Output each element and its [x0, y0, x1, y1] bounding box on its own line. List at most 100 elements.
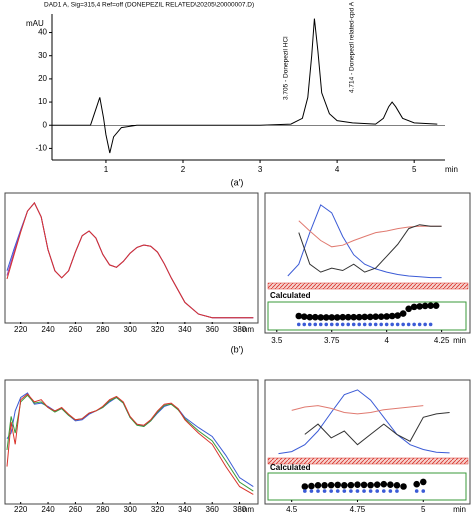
threshold-band [267, 457, 469, 465]
point [350, 313, 358, 321]
point [377, 313, 385, 321]
point [372, 313, 379, 321]
point [295, 312, 303, 320]
point [375, 489, 380, 493]
point [355, 489, 360, 493]
y-tick-label: 40 [38, 28, 47, 37]
x-tick-label: 5 [412, 165, 417, 174]
series-line [6, 394, 254, 492]
point [335, 322, 340, 327]
point [318, 322, 323, 327]
point [302, 322, 307, 327]
point [309, 489, 314, 493]
x-tick-label: 240 [41, 505, 55, 514]
series-line [6, 201, 254, 319]
x-tick-label: 380 [233, 325, 247, 334]
point [346, 322, 351, 327]
point [366, 313, 374, 321]
x-axis-label: nm [243, 505, 254, 514]
x-tick-label: 2 [181, 165, 186, 174]
x-tick-label: 360 [206, 325, 220, 334]
point [329, 489, 333, 493]
series-line [304, 412, 450, 446]
point [335, 489, 340, 493]
x-tick-label: 1 [104, 165, 109, 174]
point [311, 313, 319, 321]
point [303, 489, 307, 493]
point [394, 312, 401, 319]
point [381, 489, 386, 493]
x-tick-label: 340 [178, 505, 192, 514]
point [395, 489, 399, 493]
x-tick-label: 4.25 [434, 336, 450, 345]
series-line [6, 201, 254, 319]
point [432, 302, 440, 309]
purity-frame [264, 192, 471, 334]
x-tick-label: 260 [69, 505, 83, 514]
x-tick-label: 260 [69, 325, 83, 334]
point [341, 482, 348, 489]
x-tick-label: 4 [335, 165, 340, 174]
point [329, 322, 334, 327]
x-tick-label: 340 [178, 325, 192, 334]
point [400, 483, 407, 490]
point [317, 314, 325, 321]
point [373, 322, 378, 327]
series-line [291, 405, 424, 415]
point [373, 481, 381, 488]
y-axis-label: mAU [26, 19, 44, 28]
x-axis-label: nm [243, 325, 254, 334]
point [417, 322, 422, 327]
point [342, 489, 347, 493]
x-tick-label: 300 [123, 505, 137, 514]
x-tick-label: 240 [41, 325, 55, 334]
point [388, 489, 393, 493]
point [360, 481, 368, 489]
point [406, 322, 411, 327]
point [339, 313, 347, 321]
point [390, 322, 394, 327]
x-tick-label: 4.75 [350, 505, 366, 514]
point [413, 480, 420, 488]
series-line [287, 204, 442, 279]
series-line [6, 201, 254, 319]
chart-title: DAD1 A, Sig=315,4 Ref=off (DONEPEZIL REL… [44, 2, 254, 9]
point [357, 322, 362, 327]
point [306, 313, 314, 321]
point [428, 322, 433, 327]
series-line [6, 393, 254, 495]
point [362, 322, 367, 327]
point [344, 313, 352, 321]
spectra-frame [4, 192, 259, 324]
x-tick-label: 300 [123, 325, 137, 334]
x-tick-label: 320 [151, 325, 165, 334]
point [421, 489, 426, 493]
point [347, 481, 355, 489]
x-tick-label: 380 [233, 505, 247, 514]
caption: (a′) [231, 177, 244, 187]
x-axis-label: min [453, 505, 466, 514]
point [387, 481, 394, 488]
point [354, 481, 361, 488]
panel-title: Calculated [270, 463, 311, 472]
point [327, 481, 335, 489]
point [340, 322, 345, 327]
point [351, 322, 356, 327]
point [393, 482, 401, 489]
point [423, 322, 427, 327]
point [361, 313, 369, 321]
y-tick-label: 10 [38, 97, 47, 106]
x-tick-label: 360 [206, 505, 220, 514]
y-tick-label: 20 [38, 74, 47, 83]
point [380, 480, 388, 488]
point [324, 322, 329, 327]
y-tick-label: 0 [43, 120, 48, 129]
point [427, 302, 434, 309]
x-tick-label: 3.75 [324, 336, 340, 345]
point [388, 312, 396, 320]
peak-label: 3.705 - Donepezil HCl [283, 36, 290, 100]
x-tick-label: 3 [258, 165, 263, 174]
point [322, 314, 330, 321]
x-tick-label: 3.5 [271, 336, 283, 345]
